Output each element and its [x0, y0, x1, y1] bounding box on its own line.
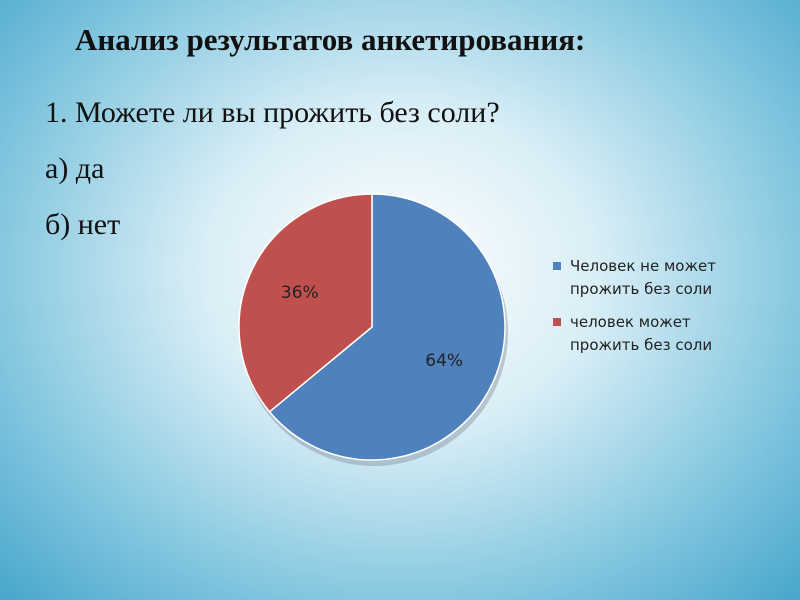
- answer: а) да: [45, 152, 105, 185]
- legend: Человек не может прожить без соли человек…: [553, 255, 728, 367]
- legend-item: Человек не может прожить без соли: [553, 255, 728, 301]
- legend-swatch: [553, 318, 561, 326]
- legend-swatch: [553, 262, 561, 270]
- data-label: 64%: [425, 351, 463, 371]
- legend-label: человек может прожить без соли: [570, 313, 713, 354]
- data-label: 36%: [281, 283, 319, 303]
- legend-label: Человек не может прожить без соли: [570, 257, 716, 298]
- question: 1. Можете ли вы прожить без соли?: [45, 96, 500, 129]
- legend-item: человек может прожить без соли: [553, 311, 728, 357]
- slide-title: Анализ результатов анкетирования:: [75, 22, 586, 57]
- pie-slice: [268, 193, 506, 461]
- answer: б) нет: [45, 208, 121, 241]
- pie-slice: [238, 193, 373, 413]
